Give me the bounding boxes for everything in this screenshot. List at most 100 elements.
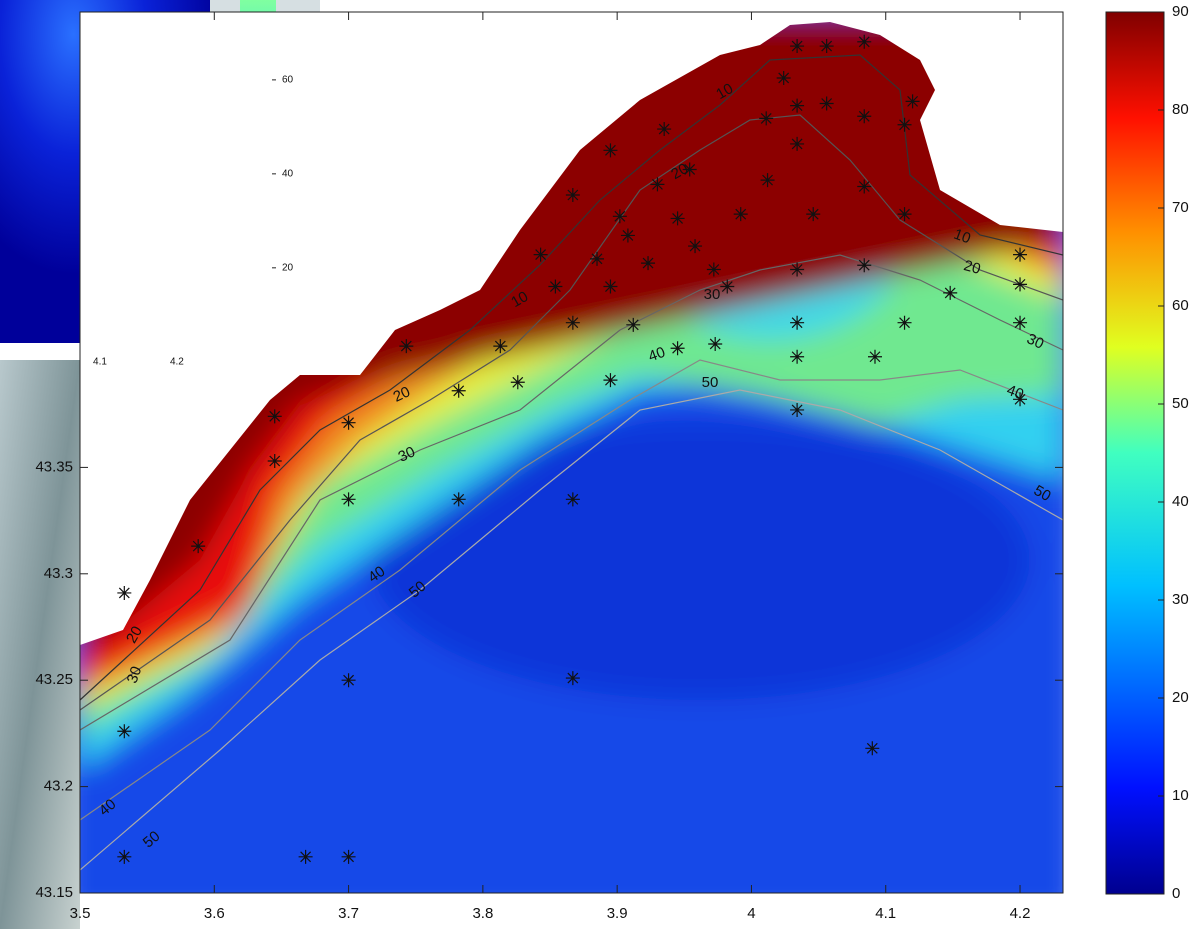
station [342, 850, 356, 864]
x-tick-label: 3.7 [338, 905, 359, 922]
colorbar-tick-label: 70 [1172, 199, 1189, 216]
x-tick-label: 3.8 [472, 905, 493, 922]
x-tick-label: 3.5 [70, 905, 91, 922]
station [603, 143, 617, 157]
station [268, 454, 282, 468]
station [1013, 277, 1027, 291]
station [898, 316, 912, 330]
station [790, 350, 804, 364]
station [268, 409, 282, 423]
page: {"chart_data":[ {"type":"scatter", "x":[… [0, 0, 1197, 929]
x-tick-label: 4 [747, 905, 755, 922]
station [777, 71, 791, 85]
x-tick-label: 3.9 [607, 905, 628, 922]
y-tick-label: 43.15 [35, 884, 73, 901]
station [650, 177, 664, 191]
station [857, 258, 871, 272]
station [707, 262, 721, 276]
colorbar-tick-label: 10 [1172, 787, 1189, 804]
station [590, 252, 604, 266]
station [790, 316, 804, 330]
station [671, 341, 685, 355]
station [734, 207, 748, 221]
x-tick-label: 4.1 [875, 905, 896, 922]
station [790, 403, 804, 417]
station [342, 416, 356, 430]
station [452, 492, 466, 506]
station [191, 539, 205, 553]
station [761, 173, 775, 187]
station [603, 373, 617, 387]
station [117, 724, 131, 738]
station [566, 316, 580, 330]
inset-colorbar-tick-label: 40 [282, 168, 294, 179]
station [613, 209, 627, 223]
station [1013, 316, 1027, 330]
station [898, 207, 912, 221]
colorbar [1106, 12, 1164, 894]
x-tick-label: 3.6 [204, 905, 225, 922]
station [548, 280, 562, 294]
contour-label: 30 [704, 286, 721, 303]
y-tick-label: 43.35 [35, 458, 73, 475]
y-tick-label: 43.2 [44, 778, 73, 795]
station [720, 280, 734, 294]
station [865, 741, 879, 755]
station [641, 256, 655, 270]
station [566, 188, 580, 202]
station [1013, 248, 1027, 262]
station [342, 673, 356, 687]
station [790, 137, 804, 151]
figure: 3.5 3.6 3.7 3.8 3.9 4 4.1 4.2 43.15 43.2 43.25 43.3… [0, 0, 1197, 929]
station [603, 280, 617, 294]
station [820, 97, 834, 111]
station [857, 35, 871, 49]
colorbar-tick-label: 50 [1172, 395, 1189, 412]
station [342, 492, 356, 506]
station [898, 118, 912, 132]
inset-colorbar-tick-label: 60 [282, 75, 294, 86]
background-photo [0, 360, 80, 929]
station [117, 850, 131, 864]
station [708, 337, 722, 351]
colorbar-tick-label: 20 [1172, 689, 1189, 706]
inset-colorbar-tick-label: 20 [282, 262, 294, 273]
x-tick-label: 4.2 [1010, 905, 1031, 922]
field [60, 0, 1080, 920]
station [688, 239, 702, 253]
colorbar-tick-label: 90 [1172, 3, 1189, 20]
colorbar-tick-label: 40 [1172, 493, 1189, 510]
station [906, 94, 920, 108]
colorbar-tick-label: 0 [1172, 885, 1180, 902]
station [117, 586, 131, 600]
station [868, 350, 882, 364]
station [759, 111, 773, 125]
station [943, 286, 957, 300]
inset-x-tick-label: 4.2 [170, 357, 184, 368]
colorbar-tick-label: 60 [1172, 297, 1189, 314]
station [790, 39, 804, 53]
station [299, 850, 313, 864]
station [493, 339, 507, 353]
station [820, 39, 834, 53]
station [657, 122, 671, 136]
station [621, 228, 635, 242]
y-tick-label: 43.3 [44, 565, 73, 582]
colorbar-tick-label: 30 [1172, 591, 1189, 608]
station [511, 375, 525, 389]
station [626, 318, 640, 332]
station [399, 339, 413, 353]
y-tick-label: 43.25 [35, 671, 73, 688]
contour-label: 50 [702, 374, 719, 391]
station [566, 492, 580, 506]
station [857, 109, 871, 123]
station [671, 211, 685, 225]
station [790, 262, 804, 276]
colorbar-tick-label: 80 [1172, 101, 1189, 118]
station [857, 179, 871, 193]
station [806, 207, 820, 221]
station [566, 671, 580, 685]
station [790, 99, 804, 113]
station [534, 248, 548, 262]
inset-x-tick-label: 4.1 [93, 357, 107, 368]
